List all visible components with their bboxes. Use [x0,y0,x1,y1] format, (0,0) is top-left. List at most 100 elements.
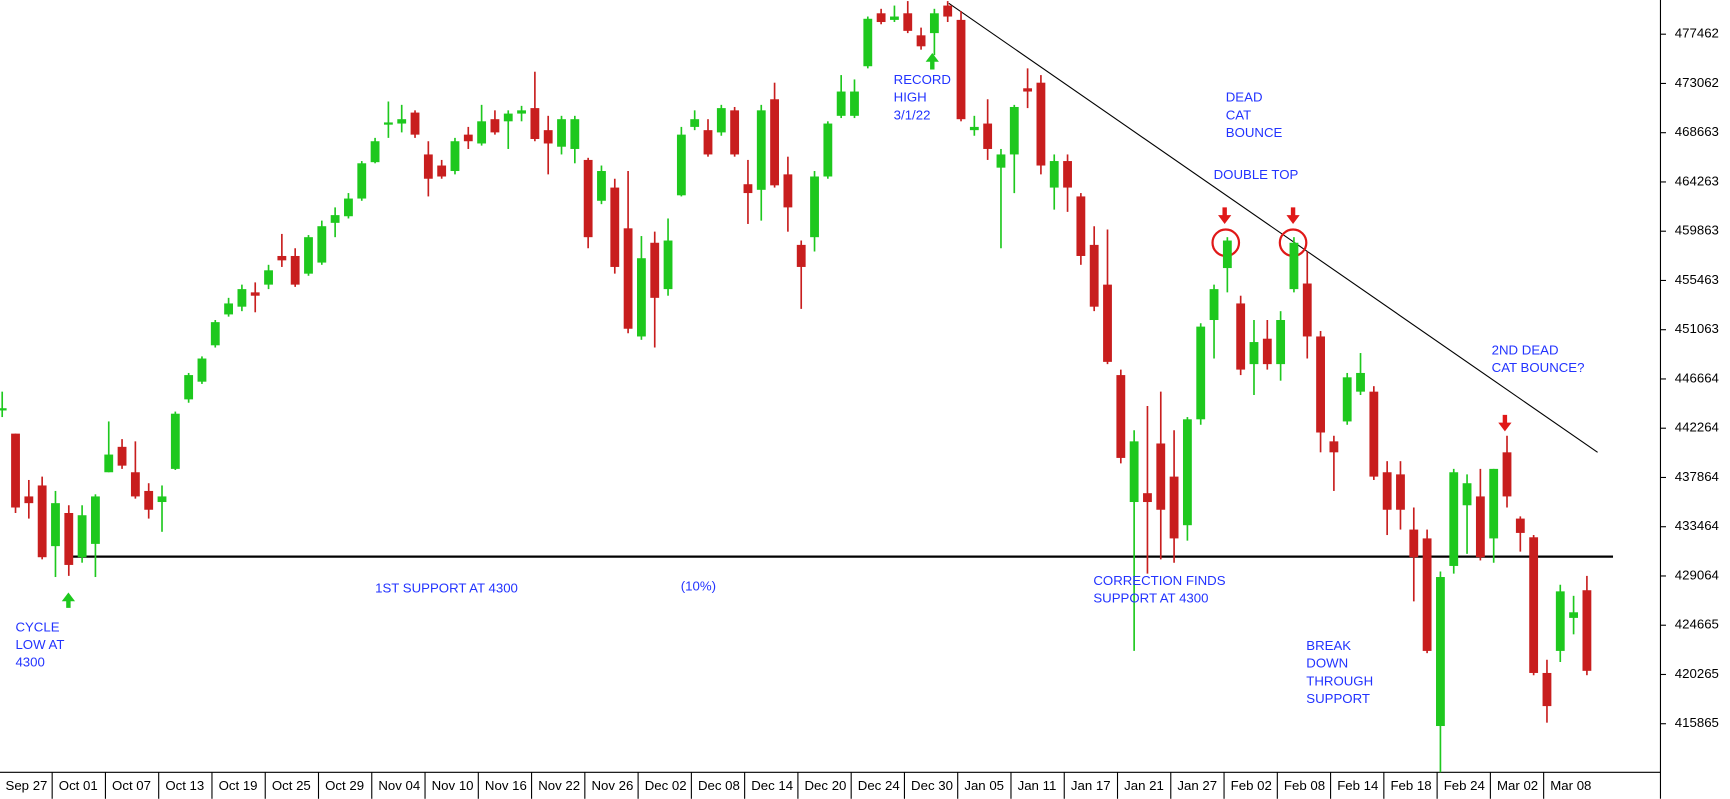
candle-body [1129,441,1139,503]
candle-body [1569,612,1579,618]
candle-body [663,240,673,290]
y-tick-label: 459863 [1675,223,1719,238]
x-tick-label: Jan 27 [1177,778,1217,793]
candle-body [130,472,140,497]
candle-body [1103,284,1112,362]
candle-body [716,108,726,133]
y-tick-label: 437864 [1675,469,1719,484]
down-arrow [1498,414,1512,432]
candle-body [1462,483,1472,506]
x-tick-label: Feb 24 [1444,778,1485,793]
candle-body [1382,472,1392,510]
y-tick-label: 455463 [1675,272,1719,287]
candle-body [157,496,167,503]
candle-body [850,91,859,116]
candle-body [597,171,606,201]
candle-body [0,408,7,411]
candle-body [1116,375,1126,458]
y-tick-label: 429064 [1675,567,1719,582]
candle-body [1222,240,1232,269]
y-tick-label: 464263 [1675,173,1719,188]
candle-body [1249,342,1259,365]
candle-body [583,159,593,238]
candle-body [1422,538,1432,651]
candle-body [1076,196,1086,256]
candle-body [477,121,487,144]
annotation: CYCLE [15,619,59,634]
annotation: CAT BOUNCE? [1492,360,1585,375]
candle-body [823,123,833,177]
candle-body [383,122,393,125]
annotation: CAT [1226,107,1251,122]
candle-body [623,228,633,329]
candle-body [570,119,580,149]
candle-body [983,123,993,149]
candle-body [1342,377,1352,422]
candle-body [1582,590,1592,671]
annotation: BOUNCE [1226,125,1283,140]
x-tick-label: Oct 07 [112,778,151,793]
candle-body [1329,441,1339,453]
candle-body [690,119,700,127]
y-tick-label: 442264 [1675,420,1719,435]
annotation: DOUBLE TOP [1214,167,1299,182]
candle-body [197,358,207,382]
x-tick-label: Feb 08 [1284,778,1325,793]
candle-body [1289,242,1299,290]
x-tick-label: Dec 08 [698,778,740,793]
x-tick-label: Dec 24 [858,778,900,793]
x-tick-label: Dec 14 [751,778,793,793]
candle-body [637,258,646,337]
x-tick-label: Oct 25 [272,778,311,793]
candle-body [344,198,353,217]
candle-body [64,512,74,565]
candle-body [863,18,873,67]
annotation: 4300 [15,655,44,670]
x-tick-label: Jan 11 [1018,778,1057,793]
candle-body [11,433,20,508]
candle-body [543,130,553,144]
candle-body [996,154,1006,168]
candle-body [836,91,846,116]
candle-body [1063,161,1072,188]
candle-body [969,126,979,131]
y-tick-label: 415865 [1675,715,1719,730]
candle-body [1409,529,1419,558]
candle-body [24,496,34,504]
y-tick-label: 473062 [1675,75,1719,90]
candle-body [357,163,367,199]
x-tick-label: Oct 13 [165,778,204,793]
annotation: RECORD [894,72,951,87]
x-tick-label: Oct 29 [325,778,364,793]
annotation: LOW AT [15,637,64,652]
y-tick-label: 451063 [1675,321,1719,336]
x-tick-label: Nov 10 [432,778,474,793]
x-tick-label: Dec 30 [911,778,953,793]
candle-body [1036,82,1046,166]
candle-body [37,485,47,558]
candle-body [530,108,540,139]
candle-body [1182,419,1192,526]
down-arrow [1218,207,1232,224]
candle-body [397,119,407,124]
candle-body [51,503,60,547]
annotation: CORRECTION FINDS [1093,573,1225,588]
up-arrow [61,592,76,608]
candle-body [317,226,327,263]
candle-body [104,454,114,473]
candle-body [117,446,127,466]
candle-body [1475,496,1485,558]
candle-body [170,413,180,469]
candle-body [557,119,566,147]
candle-body [1502,452,1512,497]
candle-body [650,242,660,298]
candle-body [730,110,740,155]
candle-body [610,187,620,267]
annotation: 1ST SUPPORT AT 4300 [375,581,518,596]
candle-body [370,141,380,163]
candle-body [1529,537,1539,673]
candle-body [943,5,953,17]
candle-body [1209,289,1219,321]
